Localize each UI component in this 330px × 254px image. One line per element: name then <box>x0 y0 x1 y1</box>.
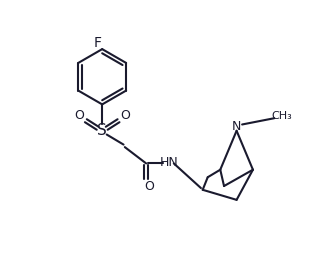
Text: HN: HN <box>159 156 178 169</box>
Text: N: N <box>232 120 241 133</box>
Text: O: O <box>75 109 84 122</box>
Text: F: F <box>94 36 102 50</box>
Text: O: O <box>120 109 130 122</box>
Text: S: S <box>97 123 107 138</box>
Text: CH₃: CH₃ <box>271 111 292 121</box>
Text: O: O <box>144 180 154 193</box>
